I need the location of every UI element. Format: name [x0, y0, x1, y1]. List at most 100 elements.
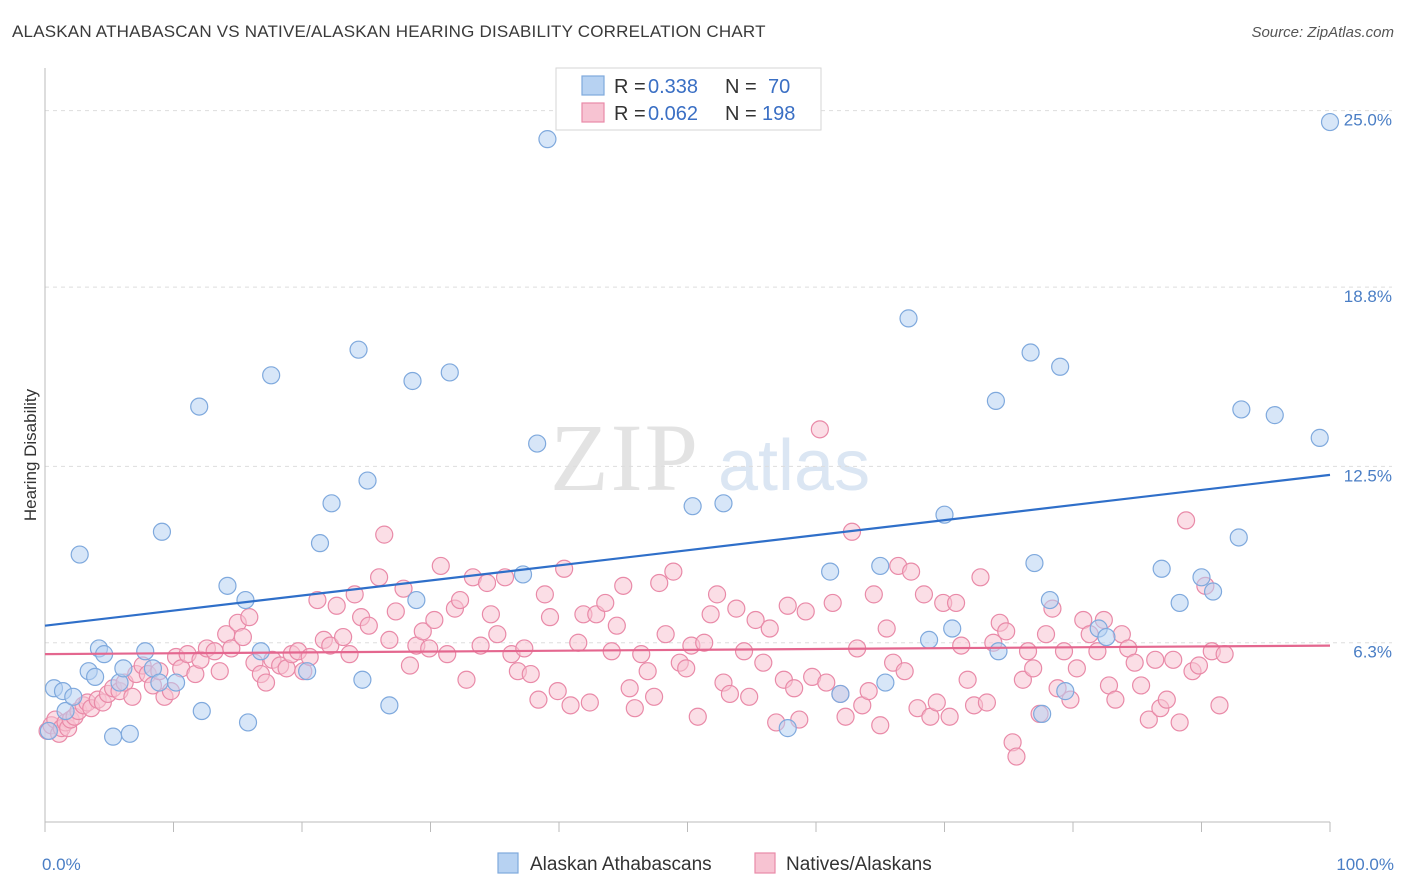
natives-alaskans-point-119 [754, 653, 773, 672]
alaskan-athabascans-trendline [44, 473, 1331, 627]
natives-alaskans-point-99 [625, 699, 644, 718]
natives-alaskans-point-52 [321, 636, 340, 655]
natives-alaskans-point-88 [555, 559, 574, 578]
y-tick-label-0: 6.3% [1353, 643, 1392, 662]
alaskan-athabascans-point-56 [1040, 590, 1059, 610]
natives-alaskans-point-145 [914, 585, 934, 604]
natives-alaskans-point-123 [778, 596, 797, 615]
alaskan-athabascans-point-54 [1025, 553, 1044, 573]
bottom-legend-swatch-pink [754, 852, 776, 874]
natives-alaskans-point-97 [614, 576, 633, 595]
alaskan-athabascans-point-38 [538, 130, 557, 149]
alaskan-athabascans-point-19 [190, 397, 209, 416]
natives-alaskans-point-76 [477, 573, 497, 593]
legend-r-label-2: R = [614, 103, 646, 125]
alaskan-athabascans-point-14 [136, 642, 155, 661]
natives-alaskans-point-53 [327, 596, 346, 615]
natives-alaskans-point-109 [688, 707, 707, 726]
natives-alaskans-point-158 [997, 622, 1016, 641]
alaskan-athabascans-point-16 [150, 673, 169, 692]
chart-title: ALASKAN ATHABASCAN VS NATIVE/ALASKAN HEA… [12, 22, 766, 41]
alaskan-athabascans-point-30 [353, 670, 372, 689]
natives-alaskans-point-105 [664, 562, 683, 581]
alaskan-athabascans-point-62 [1170, 593, 1189, 613]
natives-alaskans-point-82 [515, 639, 534, 658]
alaskan-athabascans-point-57 [1051, 357, 1070, 376]
natives-alaskans-point-39 [240, 608, 259, 627]
bottom-legend-label-2: Natives/Alaskans [786, 854, 932, 875]
natives-alaskans-point-54 [334, 627, 353, 647]
natives-alaskans-point-61 [380, 630, 399, 650]
natives-alaskans-point-181 [1139, 710, 1158, 729]
alaskan-athabascans-point-48 [919, 630, 939, 650]
legend-n-label-1: N = [725, 76, 757, 98]
alaskan-athabascans-point-7 [86, 667, 105, 686]
natives-alaskans-point-78 [488, 625, 507, 644]
alaskan-athabascans-point-24 [251, 642, 270, 661]
natives-alaskans-point-126 [796, 602, 815, 621]
alaskan-athabascans-point-18 [166, 673, 186, 692]
y-tick-label-1: 12.5% [1344, 466, 1392, 485]
natives-alaskans-point-112 [707, 585, 727, 604]
natives-alaskans-point-129 [817, 673, 836, 692]
alaskan-athabascans-point-28 [322, 494, 341, 513]
natives-alaskans-point-155 [977, 693, 997, 712]
natives-alaskans-point-132 [836, 707, 855, 726]
natives-alaskans-point-75 [471, 636, 490, 655]
alaskan-athabascans-point-33 [403, 371, 422, 391]
natives-alaskans-point-104 [656, 625, 675, 644]
alaskan-athabascans-point-25 [262, 366, 281, 385]
natives-alaskans-point-118 [746, 610, 765, 630]
alaskan-athabascans-point-46 [876, 673, 895, 692]
alaskan-athabascans-point-12 [114, 659, 133, 678]
natives-alaskans-point-87 [548, 682, 567, 701]
legend-n-label-2: N = [725, 103, 757, 125]
alaskan-athabascans-point-61 [1152, 559, 1171, 578]
alaskan-athabascans-point-27 [310, 534, 330, 553]
natives-alaskans-point-50 [308, 590, 327, 610]
alaskan-athabascans-points [39, 101, 1340, 746]
natives-alaskans-point-120 [760, 619, 779, 638]
natives-alaskans-point-143 [901, 562, 921, 581]
natives-alaskans-point-136 [859, 682, 878, 701]
alaskan-athabascans-point-31 [358, 471, 377, 490]
legend-swatch-pink [581, 102, 605, 123]
natives-alaskans-point-60 [375, 525, 394, 544]
natives-alaskans-point-102 [644, 687, 664, 706]
natives-alaskans-point-107 [677, 659, 696, 678]
legend-r-value-2: 0.062 [648, 103, 698, 125]
natives-alaskans-point-68 [425, 610, 444, 630]
natives-alaskans-point-90 [569, 633, 588, 652]
alaskan-athabascans-point-43 [821, 562, 840, 581]
alaskan-athabascans-point-26 [298, 662, 317, 681]
alaskan-athabascans-point-32 [380, 696, 399, 715]
alaskan-athabascans-point-50 [943, 619, 962, 638]
natives-alaskans-point-193 [1215, 645, 1234, 664]
alaskan-athabascans-point-41 [714, 494, 733, 513]
alaskan-athabascans-point-0 [39, 721, 58, 741]
alaskan-athabascans-point-23 [238, 713, 258, 732]
natives-alaskans-point-33 [205, 642, 224, 661]
legend-n-value-1: 70 [768, 76, 790, 98]
alaskan-athabascans-point-34 [407, 590, 426, 610]
natives-alaskans-point-73 [457, 670, 476, 689]
natives-alaskans-point-152 [958, 670, 977, 689]
x-tick-label-min: 0.0% [42, 855, 81, 874]
alaskan-athabascans-point-45 [871, 556, 890, 576]
watermark-zip: ZIP [550, 404, 700, 511]
alaskan-athabascans-point-69 [1320, 112, 1340, 132]
natives-alaskans-trendline [44, 644, 1331, 656]
alaskan-athabascans-point-63 [1192, 568, 1211, 587]
alaskan-athabascans-point-22 [236, 590, 255, 610]
natives-alaskans-point-19 [123, 687, 142, 706]
natives-alaskans-point-187 [1176, 511, 1196, 530]
natives-alaskans-point-101 [638, 662, 657, 681]
alaskan-athabascans-point-47 [899, 309, 918, 328]
alaskan-athabascans-point-21 [218, 576, 237, 595]
alaskan-athabascans-point-13 [120, 724, 139, 743]
source-label: Source: ZipAtlas.com [1251, 24, 1394, 41]
natives-alaskans-point-69 [431, 556, 450, 576]
natives-alaskans-point-180 [1132, 676, 1151, 695]
natives-alaskans-point-62 [386, 602, 405, 621]
